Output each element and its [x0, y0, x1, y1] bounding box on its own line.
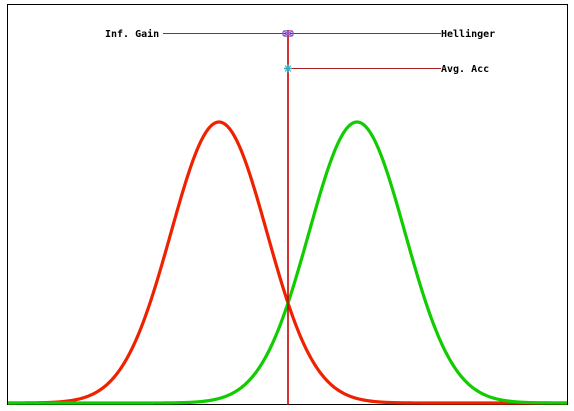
hellinger-label: Hellinger — [441, 28, 495, 40]
avg-acc-label: Avg. Acc — [441, 64, 489, 75]
inf-gain-label: Inf. Gain — [105, 28, 159, 40]
avg-acc-marker — [284, 64, 292, 73]
hellinger-inf-gain-marker — [282, 30, 294, 37]
